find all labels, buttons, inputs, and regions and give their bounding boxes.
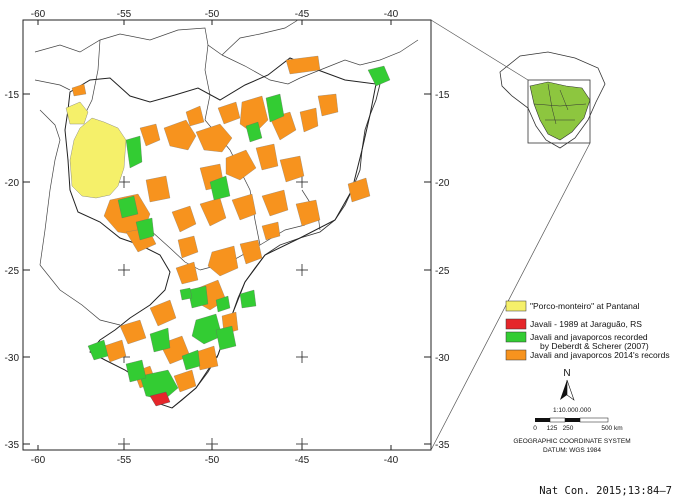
legend-swatch-jaraguao bbox=[505, 318, 527, 330]
map-frame bbox=[22, 19, 432, 451]
scale-bar: 1:10.000.000 0 125 250 500 km bbox=[533, 407, 622, 432]
bottom-lon-label: -60 bbox=[31, 455, 46, 466]
inset-study-area bbox=[529, 81, 591, 141]
right-lat-label: -15 bbox=[435, 90, 450, 101]
scale-seg bbox=[549, 417, 566, 423]
inset-connector-top bbox=[430, 19, 529, 81]
bottom-lon-label: -40 bbox=[384, 455, 399, 466]
top-lon-label: -50 bbox=[205, 9, 220, 20]
north-arrow: N bbox=[560, 368, 575, 401]
north-arrow-left bbox=[560, 380, 567, 400]
right-lat-label: -20 bbox=[435, 178, 450, 189]
top-lon-label: -45 bbox=[295, 9, 310, 20]
inset-locator-map bbox=[499, 51, 606, 149]
top-lon-label: -40 bbox=[384, 9, 399, 20]
left-lat-label: -15 bbox=[5, 90, 20, 101]
left-lat-label: -20 bbox=[5, 178, 20, 189]
top-lon-label: -55 bbox=[117, 9, 132, 20]
pantanal-region bbox=[65, 101, 127, 199]
left-axis: -15 -20 -25 -30 -35 bbox=[5, 90, 30, 451]
inset-extent-box bbox=[527, 79, 591, 144]
scale-tick-label: 125 bbox=[547, 425, 558, 432]
citation: Nat Con. 2015;13:84–7 bbox=[539, 485, 672, 497]
crs-line1: GEOGRAPHIC COORDINATE SYSTEM bbox=[513, 438, 630, 445]
scale-seg bbox=[579, 417, 609, 423]
right-lat-label: -30 bbox=[435, 353, 450, 364]
crs-line2: DATUM: WGS 1984 bbox=[543, 447, 601, 454]
legend-swatch-pantanal bbox=[505, 300, 527, 312]
left-lat-label: -30 bbox=[5, 353, 20, 364]
left-lat-label: -35 bbox=[5, 440, 20, 451]
deberdt-2007-patches bbox=[87, 65, 391, 401]
legend-swatch-deberdt bbox=[505, 331, 527, 343]
scale-seg bbox=[565, 418, 580, 422]
legend-swatch-2014 bbox=[505, 349, 527, 361]
left-lat-label: -25 bbox=[5, 266, 20, 277]
scale-tick-label: 500 km bbox=[601, 425, 622, 432]
bottom-lon-label: -45 bbox=[295, 455, 310, 466]
right-axis: -15 -20 -25 -30 -35 bbox=[424, 90, 450, 451]
legend-label-pantanal: "Porco-monteiro" at Pantanal bbox=[530, 301, 640, 311]
north-arrow-right bbox=[566, 379, 575, 401]
legend-label-deberdt: Javali and javaporcos recorded bbox=[530, 332, 648, 342]
legend-label-2014: Javali and javaporcos 2014's records bbox=[530, 350, 670, 360]
legend: "Porco-monteiro" at Pantanal Javali - 19… bbox=[505, 300, 670, 361]
bottom-lon-label: -50 bbox=[205, 455, 220, 466]
legend-label-jaraguao: Javali - 1989 at Jaraguão, RS bbox=[530, 319, 642, 329]
scale-seg bbox=[535, 418, 550, 422]
map-figure: -60 -55 -50 -45 -40 -60 -55 -50 -45 -40 … bbox=[5, 9, 670, 466]
top-axis: -60 -55 -50 -45 -40 bbox=[31, 9, 399, 25]
scale-tick-label: 250 bbox=[563, 425, 574, 432]
north-arrow-letter: N bbox=[563, 368, 570, 379]
right-lat-label: -25 bbox=[435, 266, 450, 277]
scale-tick-label: 0 bbox=[533, 425, 537, 432]
jaraguao-1989-patch bbox=[149, 391, 171, 407]
scale-ratio: 1:10.000.000 bbox=[553, 407, 591, 414]
legend-label-deberdt-line2: by Deberdt & Scherer (2007) bbox=[540, 341, 649, 351]
right-lat-label: -35 bbox=[435, 440, 450, 451]
inset-connector-bottom bbox=[430, 142, 591, 451]
bottom-lon-label: -55 bbox=[117, 455, 132, 466]
top-lon-label: -60 bbox=[31, 9, 46, 20]
